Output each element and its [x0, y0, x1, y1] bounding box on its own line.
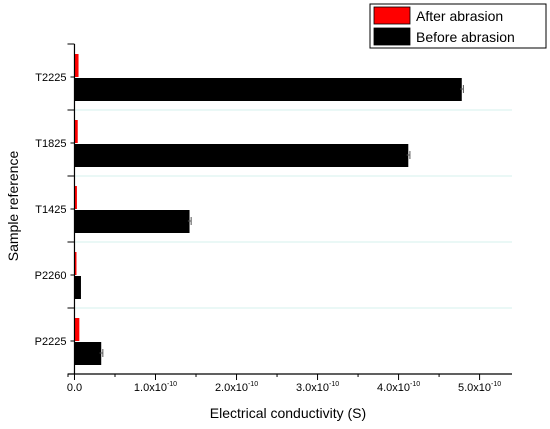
legend-label: After abrasion: [416, 8, 503, 24]
x-axis-title: Electrical conductivity (S): [210, 405, 366, 421]
x-tick-label: 5.0x10-10: [458, 381, 501, 394]
x-tick-label: 3.0x10-10: [296, 381, 339, 394]
bar-after-abrasion: [74, 252, 77, 275]
y-tick-label: T1425: [35, 204, 66, 216]
legend-swatch: [373, 27, 411, 46]
legend-swatch: [373, 6, 411, 25]
x-tick-label: 1.0x10-10: [134, 381, 177, 394]
x-tick-label: 4.0x10-10: [377, 381, 420, 394]
bar-before-abrasion: [74, 276, 81, 299]
y-tick-label: P2260: [35, 270, 67, 282]
y-tick-label: T1825: [35, 138, 66, 150]
bar-after-abrasion: [74, 186, 77, 209]
y-tick-label: T2225: [35, 72, 66, 84]
bar-before-abrasion: [74, 210, 190, 233]
y-axis-title: Sample reference: [5, 151, 21, 262]
bar-before-abrasion: [74, 144, 409, 167]
legend: After abrasion Before abrasion: [369, 3, 547, 49]
y-tick-label: P2225: [35, 336, 67, 348]
x-tick-label: 2.0x10-10: [215, 381, 258, 394]
bar-after-abrasion: [74, 54, 79, 77]
plot-area: T2225 T1825 T1425 P2260 P2225 0.0 1.0x10-10 2.0…: [35, 43, 512, 394]
bar-after-abrasion: [74, 318, 80, 341]
bar-before-abrasion: [74, 342, 102, 365]
bar-before-abrasion: [74, 78, 462, 101]
bar-after-abrasion: [74, 120, 78, 143]
x-tick-label: 0.0: [67, 382, 82, 394]
legend-label: Before abrasion: [416, 29, 515, 45]
